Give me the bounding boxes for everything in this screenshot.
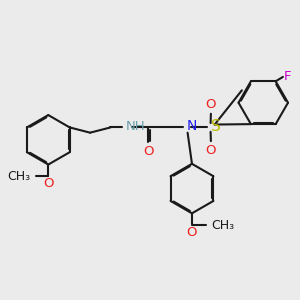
Text: O: O xyxy=(187,226,197,238)
Text: O: O xyxy=(206,144,216,157)
Text: S: S xyxy=(211,119,220,134)
Text: N: N xyxy=(186,119,197,133)
Text: O: O xyxy=(143,145,154,158)
Text: O: O xyxy=(206,98,216,111)
Text: NH: NH xyxy=(126,120,146,133)
Text: CH₃: CH₃ xyxy=(8,170,31,183)
Text: O: O xyxy=(43,177,53,190)
Text: CH₃: CH₃ xyxy=(211,219,234,232)
Text: F: F xyxy=(284,70,291,83)
